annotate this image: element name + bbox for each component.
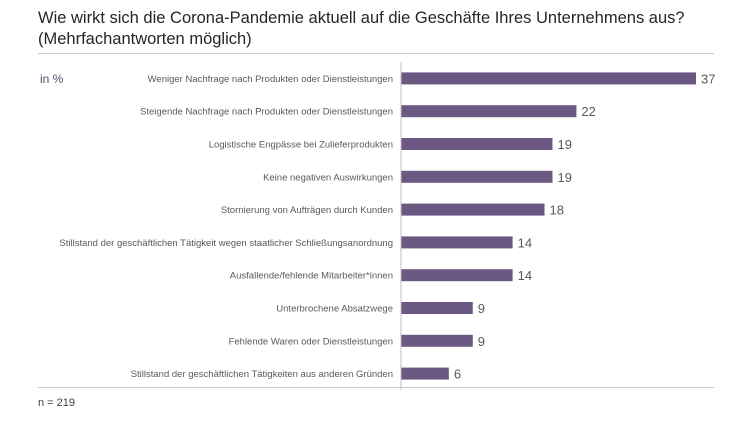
bar bbox=[401, 72, 696, 85]
bar bbox=[401, 138, 553, 150]
data-label: 6 bbox=[454, 367, 461, 382]
data-label: 14 bbox=[518, 235, 532, 250]
chart-title: Wie wirkt sich die Corona-Pandemie aktue… bbox=[38, 8, 738, 50]
bar bbox=[401, 334, 473, 347]
data-label: 14 bbox=[518, 268, 532, 283]
data-label: 19 bbox=[557, 137, 571, 152]
data-label: 19 bbox=[557, 170, 571, 185]
category-label: Steigende Nachfrage nach Produkten oder … bbox=[140, 107, 393, 118]
category-label: Stillstand der geschäftlichen Tätigkeite… bbox=[131, 369, 393, 380]
category-label: Keine negativen Auswirkungen bbox=[263, 172, 393, 183]
category-label: Unterbrochene Absatzwege bbox=[276, 304, 393, 315]
category-label: Stornierung von Aufträgen durch Kunden bbox=[221, 205, 393, 216]
category-label: Stillstand der geschäftlichen Tätigkeit … bbox=[59, 238, 393, 249]
bar bbox=[401, 105, 577, 118]
data-label: 9 bbox=[478, 334, 485, 349]
data-label: 9 bbox=[478, 301, 485, 316]
top-divider bbox=[38, 53, 714, 54]
category-label: Ausfallende/fehlende Mitarbeiter*innen bbox=[230, 271, 393, 282]
unit-label: in % bbox=[40, 72, 64, 86]
bar bbox=[401, 367, 449, 380]
bar bbox=[401, 203, 545, 216]
category-label: Logistische Engpässe bei Zulieferprodukt… bbox=[209, 140, 393, 151]
category-label: Fehlende Waren oder Dienstleistungen bbox=[229, 336, 393, 347]
chart-title-line1: Wie wirkt sich die Corona-Pandemie aktue… bbox=[38, 9, 685, 27]
sample-size-note: n = 219 bbox=[38, 397, 76, 409]
bar bbox=[401, 269, 513, 282]
category-label: Weniger Nachfrage nach Produkten oder Di… bbox=[148, 74, 393, 85]
bar bbox=[401, 302, 473, 314]
chart-title-line2: (Mehrfachantworten möglich) bbox=[38, 30, 252, 48]
bars-group: Weniger Nachfrage nach Produkten oder Di… bbox=[59, 71, 715, 381]
data-label: 37 bbox=[701, 71, 715, 86]
data-label: 18 bbox=[550, 203, 564, 218]
bottom-divider bbox=[38, 387, 714, 388]
bar bbox=[401, 170, 553, 183]
data-label: 22 bbox=[581, 104, 595, 119]
bar bbox=[401, 236, 513, 249]
